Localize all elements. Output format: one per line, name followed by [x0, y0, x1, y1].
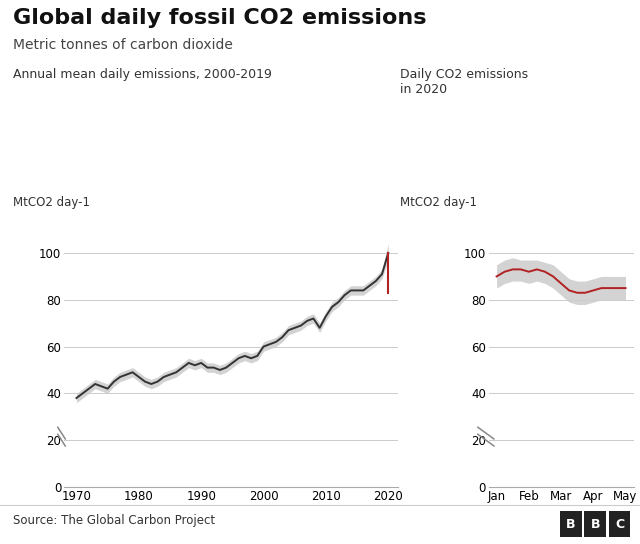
- Text: MtCO2 day-1: MtCO2 day-1: [13, 196, 90, 209]
- Text: Metric tonnes of carbon dioxide: Metric tonnes of carbon dioxide: [13, 38, 233, 52]
- Text: Annual mean daily emissions, 2000-2019: Annual mean daily emissions, 2000-2019: [13, 68, 271, 81]
- Text: Source: The Global Carbon Project: Source: The Global Carbon Project: [13, 514, 215, 527]
- Text: C: C: [615, 518, 624, 531]
- Text: B: B: [591, 518, 600, 531]
- Text: B: B: [566, 518, 575, 531]
- Text: Daily CO2 emissions
in 2020: Daily CO2 emissions in 2020: [400, 68, 528, 96]
- Text: Global daily fossil CO2 emissions: Global daily fossil CO2 emissions: [13, 8, 426, 28]
- Text: MtCO2 day-1: MtCO2 day-1: [400, 196, 477, 209]
